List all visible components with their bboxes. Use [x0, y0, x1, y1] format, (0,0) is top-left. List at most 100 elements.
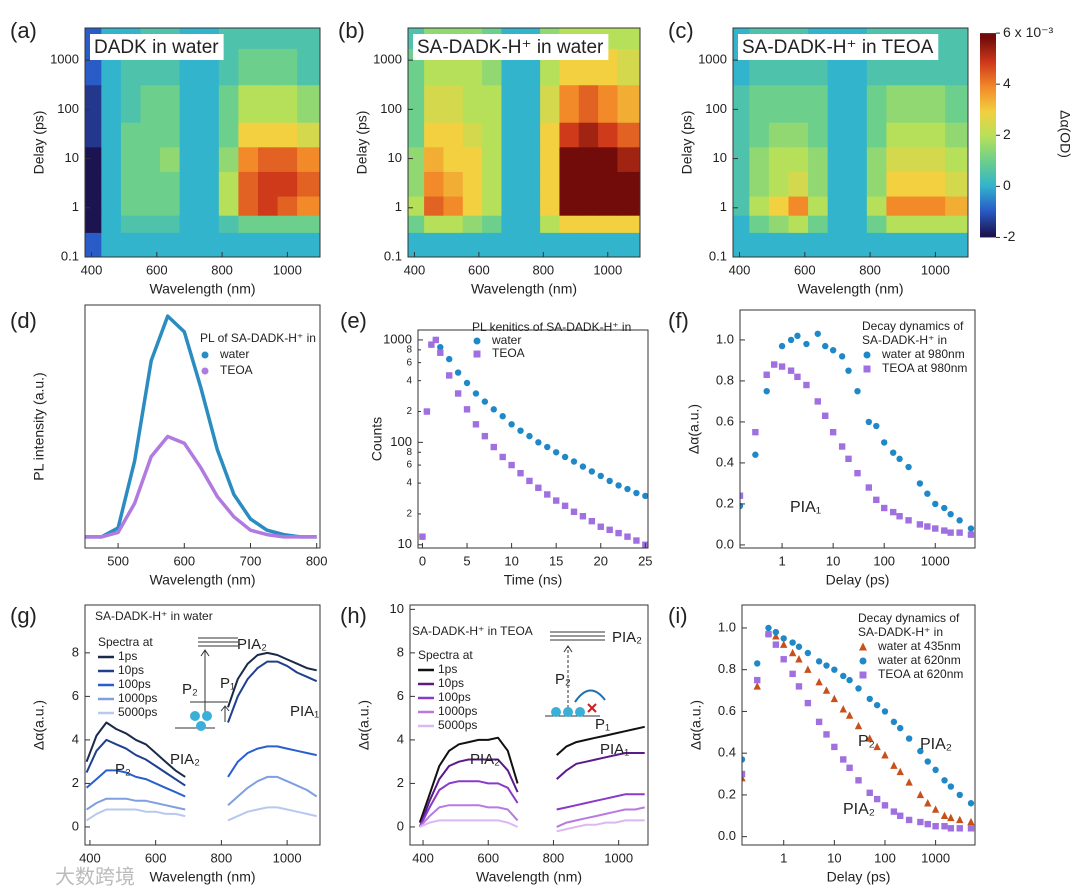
heatmap-cell — [408, 146, 425, 172]
x-axis-label: Wavelength (nm) — [149, 281, 255, 297]
y-tick-label: 8 — [406, 344, 412, 355]
heatmap-cell — [120, 84, 141, 123]
heatmap-cell — [85, 84, 102, 123]
marker-circle — [481, 398, 489, 405]
marker-circle — [947, 510, 954, 518]
y-axis-label: PL intensity (a.u.) — [31, 372, 47, 480]
marker-triangle — [896, 767, 904, 776]
heatmap-cell — [866, 146, 887, 172]
marker-square — [432, 336, 440, 344]
legend-title: SA-DADK-H⁺ in — [858, 625, 943, 639]
heatmap-cell — [218, 232, 239, 257]
marker-square — [804, 699, 812, 707]
heatmap-cell — [501, 84, 522, 123]
heatmap-cell — [866, 171, 887, 197]
heatmap-cell — [120, 146, 141, 172]
x-tick-label: 10 — [827, 850, 841, 865]
heatmap-cell — [443, 146, 464, 172]
x-tick-label: 800 — [859, 262, 881, 277]
plot-area — [85, 651, 318, 822]
y-tick-label: 0.6 — [716, 413, 734, 428]
heatmap-cell — [733, 196, 750, 216]
y-tick-label: 8 — [72, 644, 79, 659]
heatmap-cell — [424, 196, 444, 216]
series-line — [85, 434, 317, 539]
marker-circle — [561, 453, 569, 461]
plot-frame — [84, 27, 321, 258]
legend-label: water at 980nm — [881, 347, 965, 361]
y-tick-label: 100 — [380, 101, 402, 116]
y-tick-label: 1000 — [383, 331, 412, 346]
y-tick-label: 2 — [72, 775, 79, 790]
series-line — [86, 775, 318, 811]
heatmap-cell — [101, 84, 122, 123]
heatmap-cell — [101, 232, 122, 257]
marker-circle — [752, 451, 759, 458]
heatmap-cell — [160, 122, 181, 148]
heatmap-cell — [559, 146, 580, 172]
heatmap-cell — [297, 171, 320, 197]
heatmap-cell — [540, 171, 560, 197]
heatmap-cell — [905, 171, 927, 197]
heatmap-cell — [749, 215, 770, 233]
marker-square — [855, 777, 862, 784]
heatmap-cell — [520, 122, 541, 148]
heatmap-cell — [808, 196, 829, 216]
heatmap-cell — [277, 84, 298, 123]
marker-circle — [854, 387, 861, 395]
y-tick-label: 8 — [397, 644, 404, 659]
marker-circle — [845, 367, 852, 374]
marker-circle — [846, 676, 853, 684]
plot-area — [85, 314, 317, 539]
heatmap-cell — [905, 196, 927, 216]
y-tick-label: 10 — [390, 601, 404, 616]
marker-circle — [831, 666, 838, 673]
marker-circle — [956, 791, 963, 799]
legend-label: 100ps — [438, 690, 471, 704]
heatmap-cell — [886, 171, 907, 197]
y-tick-label: 0.8 — [716, 372, 734, 387]
marker-square — [823, 731, 830, 738]
marker-circle — [570, 458, 578, 465]
marker-square — [787, 367, 795, 374]
plot-area — [85, 28, 320, 257]
y-tick-label: 100 — [705, 101, 727, 116]
marker-triangle — [905, 778, 913, 786]
marker-square — [463, 406, 471, 413]
marker-circle — [201, 367, 209, 375]
marker-square — [606, 526, 613, 534]
marker-circle — [889, 449, 897, 456]
series-line — [85, 745, 317, 798]
heatmap-cell — [598, 84, 618, 123]
heatmap-cell — [749, 171, 770, 197]
x-axis-label: Time (ns) — [504, 572, 563, 588]
marker-triangle — [780, 640, 788, 648]
heatmap-cell — [847, 146, 868, 172]
heatmap-cell — [559, 215, 580, 233]
x-tick-label: 400 — [412, 850, 434, 865]
marker-square — [752, 428, 759, 436]
x-tick-label: 400 — [404, 262, 426, 277]
y-tick-label: 1000 — [373, 52, 402, 67]
marker-square — [889, 508, 897, 516]
heatmap-cell — [749, 84, 770, 123]
y-tick-label: 0.8 — [718, 661, 736, 676]
colorbar-label: Δα(OD) — [1057, 110, 1073, 158]
heatmap-cell — [617, 215, 640, 233]
marker-square — [526, 477, 533, 485]
heatmap-cell — [277, 171, 298, 197]
legend-title: Spectra at — [98, 635, 153, 649]
marker-square — [772, 641, 780, 648]
y-tick-label: 2 — [406, 406, 412, 417]
marker-square — [499, 453, 506, 461]
heatmap-cell — [945, 171, 968, 197]
x-axis-label: Delay (ps) — [826, 572, 890, 588]
heatmap-cell — [238, 171, 259, 197]
heatmap-cell — [160, 215, 181, 233]
legend-label: 100ps — [118, 677, 151, 691]
heatmap-cell — [218, 84, 239, 123]
heatmap-cell — [257, 215, 279, 233]
heatmap-cell — [238, 48, 259, 86]
y-tick-label: 0.4 — [718, 745, 736, 760]
